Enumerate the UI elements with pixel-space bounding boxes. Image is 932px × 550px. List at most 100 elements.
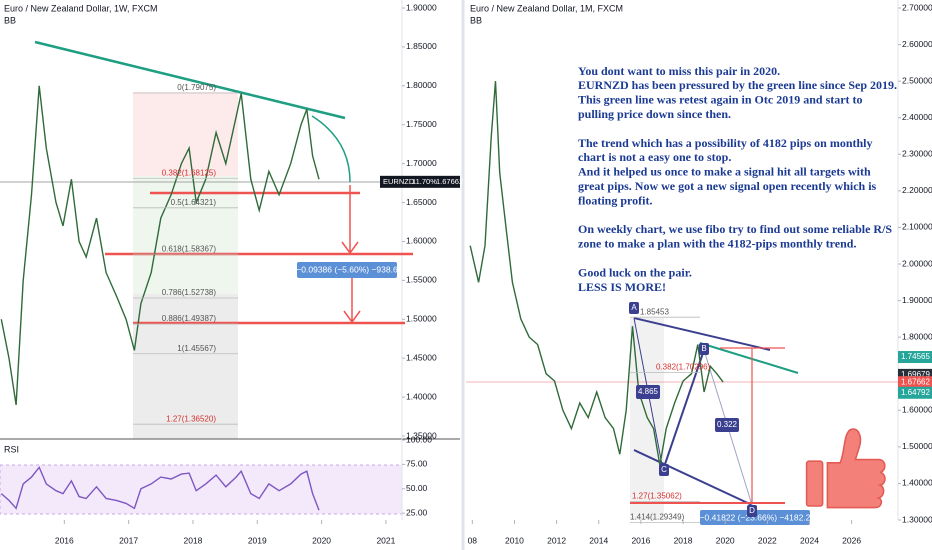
measure-box [700, 510, 810, 525]
y-tick-label: 50.00 [406, 483, 428, 493]
x-tick-label: 2016 [55, 535, 74, 545]
x-tick-label: 2017 [119, 535, 138, 545]
x-tick-label: 2014 [589, 535, 608, 545]
x-tick-label: 2020 [312, 535, 331, 545]
point-label: A [631, 303, 637, 312]
note-line: This green line was retest again in Otc … [578, 93, 863, 107]
x-tick-label: 2012 [547, 535, 566, 545]
note-line: pulling price down since then. [578, 107, 731, 121]
measure-label: −0.09386 (−5.60%) −938.6 [296, 264, 398, 274]
x-tick-label: 2026 [842, 535, 861, 545]
y-tick-label: 2.00000 [902, 258, 932, 268]
measure-label: −0.41822 (−23.66%) −4182.2 [700, 512, 811, 522]
y-tick-label: 1.90000 [902, 295, 932, 305]
price-tag [898, 376, 932, 389]
y-tick-label: 1.50000 [902, 441, 932, 451]
note-line: EURNZD has been pressured by the green l… [578, 78, 897, 92]
point-badge [659, 464, 669, 476]
y-tick-label: 1.90000 [406, 2, 437, 12]
y-tick-label: 1.60000 [902, 405, 932, 415]
y-tick-label: 1.85000 [406, 41, 437, 51]
y-tick-label: 100.00 [406, 434, 432, 444]
pattern-line [662, 349, 705, 471]
note-line: And it helped us once to make a signal h… [578, 165, 871, 179]
ratio-label: 0.322 [717, 420, 738, 429]
trend-line [34, 40, 346, 120]
fib-label: 0.382(1.68125) [162, 168, 217, 177]
fib-label: 0(1.79075) [177, 83, 216, 92]
y-tick-label: 1.55000 [406, 275, 437, 285]
price-line [0, 85, 320, 406]
price-line [0, 465, 320, 511]
price-tag-value: 1.67662 [436, 177, 463, 186]
y-tick-label: 1.30000 [902, 514, 932, 524]
point-badge [747, 505, 757, 517]
y-tick-label: 2.60000 [902, 39, 932, 49]
price-tag-change: 11.70% [412, 177, 437, 186]
indicator-label: BB [4, 15, 16, 25]
note-line: Good luck on the pair. [578, 265, 692, 279]
note-line: zone to make a plan with the 4182-pips m… [578, 237, 856, 251]
y-tick-label: 1.80000 [902, 331, 932, 341]
y-tick-label: 2.40000 [902, 112, 932, 122]
point-label: B [701, 344, 706, 353]
fib-label: 0.382(1.70296) [656, 363, 711, 372]
fib-label: 1.85453 [640, 307, 669, 316]
y-tick-label: 1.35000 [406, 430, 437, 440]
fib-label: 1(1.45567) [177, 344, 216, 353]
price-tag-value: 1.74565 [901, 352, 930, 361]
y-tick-label: 2.20000 [902, 185, 932, 195]
chart-title: Euro / New Zealand Dollar, 1W, FXCM [4, 3, 158, 13]
note-line: great pips. Now we got a new signal open… [578, 179, 877, 193]
y-tick-label: 2.70000 [902, 2, 932, 12]
fib-label: 0.886(1.49387) [162, 314, 217, 323]
point-badge [699, 343, 709, 355]
x-tick-label: 2010 [505, 535, 524, 545]
y-tick-label: 1.40000 [902, 478, 932, 488]
y-tick-label: 1.75000 [406, 119, 437, 129]
ratio-box [715, 418, 739, 432]
y-tick-label: 1.45000 [406, 352, 437, 362]
fib-label: 0.618(1.58367) [162, 244, 217, 253]
note-line: LESS IS MORE! [578, 280, 666, 294]
pattern-line [633, 317, 771, 351]
y-tick-label: 2.50000 [902, 75, 932, 85]
fib-zone [133, 92, 238, 176]
fib-zone [133, 294, 238, 439]
note-line: You dont want to miss this pair in 2020. [578, 64, 780, 78]
point-label: D [749, 506, 755, 515]
ratio-box [636, 385, 660, 399]
fib-zone [630, 318, 664, 520]
fib-label: 0.786(1.52738) [162, 288, 217, 297]
note-line: floating profit. [578, 193, 652, 207]
price-tag [898, 386, 932, 399]
y-tick-label: 2.30000 [902, 149, 932, 159]
x-tick-label: 2019 [248, 535, 267, 545]
price-tag-value: 1.69679 [901, 370, 930, 379]
x-tick-label: 2024 [800, 535, 819, 545]
trend-line [699, 342, 799, 374]
price-tag-value: 1.64792 [901, 388, 930, 397]
y-tick-label: 75.00 [406, 459, 428, 469]
y-tick-label: 25.00 [406, 507, 428, 517]
note-line: The trend which has a possibility of 418… [578, 136, 873, 150]
point-label: C [661, 465, 667, 474]
y-tick-label: 1.65000 [406, 197, 437, 207]
price-line [469, 81, 724, 466]
x-tick-label: 2020 [716, 535, 735, 545]
x-tick-label: 08 [468, 535, 478, 545]
price-tag-value: 1.67662 [901, 377, 930, 386]
arrow [341, 185, 359, 255]
y-tick-label: 2.10000 [902, 222, 932, 232]
x-tick-label: 2018 [183, 535, 202, 545]
point-badge [629, 302, 639, 314]
arc [311, 115, 351, 183]
ratio-label: 4.865 [638, 387, 659, 396]
note-line: On weekly chart, we use fibo try to find… [578, 222, 892, 236]
fib-label: 1.27(1.35062) [632, 492, 682, 501]
price-tag [380, 175, 460, 188]
y-tick-label: 1.80000 [406, 80, 437, 90]
price-tag-symbol: EURNZD [383, 177, 415, 186]
measure-box [297, 262, 397, 278]
